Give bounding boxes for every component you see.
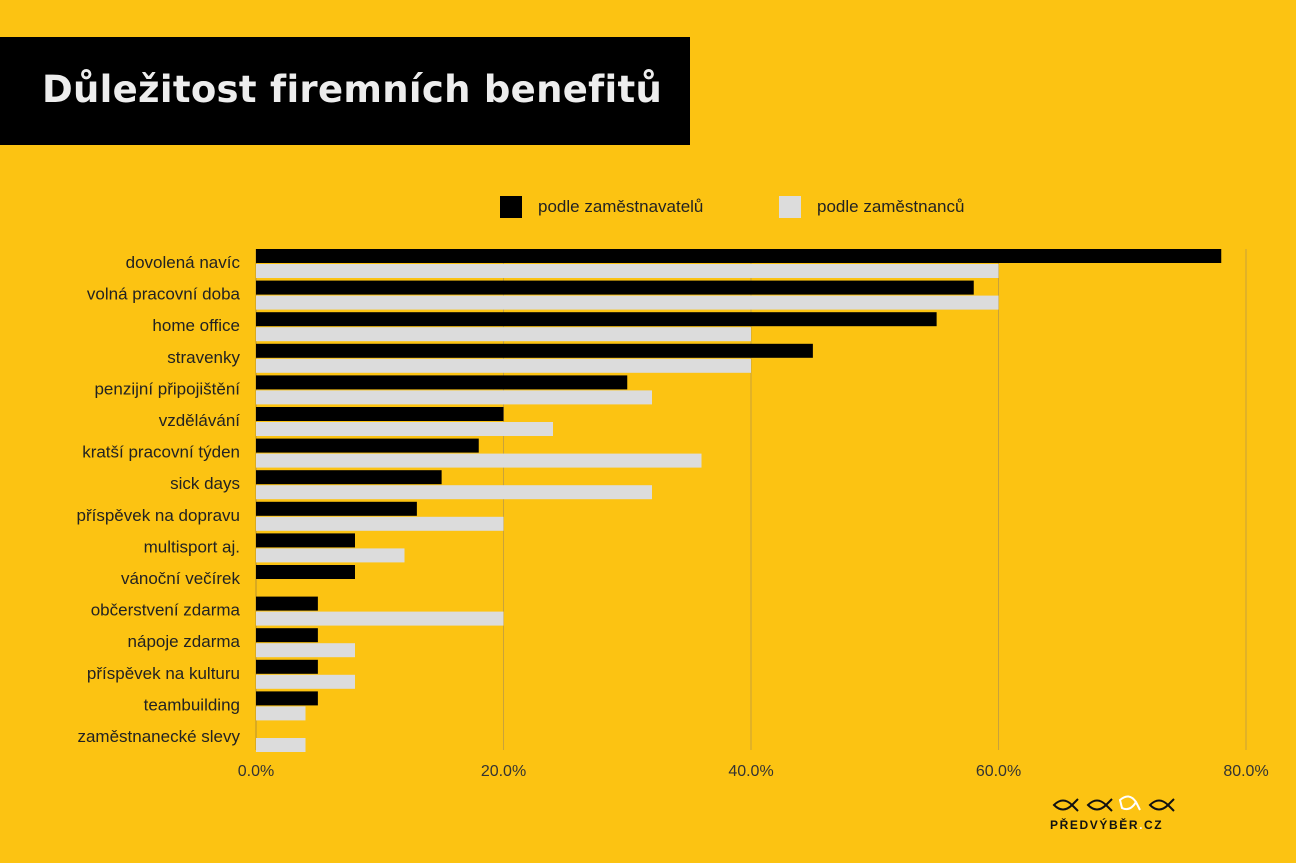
category-label: teambuilding [144,695,240,714]
legend-item-employers: podle zaměstnavatelů [500,196,703,218]
chart-title: Důležitost firemních benefitů [42,68,663,111]
bar-employers [256,628,318,643]
bar-employers [256,691,318,706]
bar-employees [256,611,504,626]
legend-swatch-employees [779,196,801,218]
legend-swatch-employers [500,196,522,218]
bar-employers [256,249,1222,263]
category-label: vánoční večírek [121,569,241,588]
legend-label-employees: podle zaměstnanců [817,197,965,216]
category-label: dovolená navíc [126,253,241,272]
category-label: příspěvek na kulturu [87,664,240,683]
bar-employers [256,312,937,327]
bar-employers [256,659,318,674]
category-label: vzdělávání [159,411,241,430]
bar-employees [256,674,355,689]
bar-employers [256,407,504,421]
bar-employees [256,706,306,721]
title-banner: Důležitost firemních benefitů [0,37,690,145]
bar-employers [256,438,479,453]
x-tick-label: 60.0% [976,763,1021,780]
x-tick-label: 40.0% [728,763,773,780]
x-tick-label: 80.0% [1223,763,1268,780]
bar-employees [256,453,702,468]
bar-employees [256,327,751,342]
bar-employers [256,501,417,516]
category-label: multisport aj. [144,537,240,556]
category-label: občerstvení zdarma [91,601,241,620]
bar-employees [256,548,405,563]
logo-text-dot: . [1139,818,1145,832]
category-label: zaměstnanecké slevy [77,727,240,746]
category-label: kratší pracovní týden [82,443,240,462]
bar-employees [256,643,355,658]
bar-employees [256,264,999,278]
bar-employees [256,295,999,310]
category-label: nápoje zdarma [128,632,241,651]
bar-employers [256,533,355,548]
logo-text-main: PŘEDVÝBĚR [1050,818,1140,832]
fish-icons [1052,795,1175,812]
bar-employees [256,485,652,500]
bar-employees [256,516,504,531]
logo-text-tld: CZ [1144,818,1164,832]
logo-text: PŘEDVÝBĚR.CZ [1050,818,1163,832]
x-tick-label: 20.0% [481,763,526,780]
legend-item-employees: podle zaměstnanců [779,196,964,218]
category-label: penzijní připojištění [94,379,240,398]
bar-employers [256,280,974,295]
category-label: volná pracovní doba [87,285,241,304]
predvyber-logo: PŘEDVÝBĚR.CZ [1050,794,1180,834]
bar-employees [256,390,652,405]
bar-employees [256,358,751,373]
legend-label-employers: podle zaměstnavatelů [538,197,704,216]
category-label: stravenky [167,348,240,367]
bar-employers [256,596,318,611]
bar-employees [256,738,306,752]
bar-employers [256,375,628,390]
bar-employees [256,422,553,436]
bar-employers [256,565,355,579]
bar-employers [256,343,813,358]
category-label: příspěvek na dopravu [77,506,241,525]
category-label: sick days [170,474,240,493]
category-label: home office [152,316,240,335]
x-tick-label: 0.0% [238,763,274,780]
bar-employers [256,470,442,485]
legend: podle zaměstnavatelů podle zaměstnanců [0,196,1296,220]
